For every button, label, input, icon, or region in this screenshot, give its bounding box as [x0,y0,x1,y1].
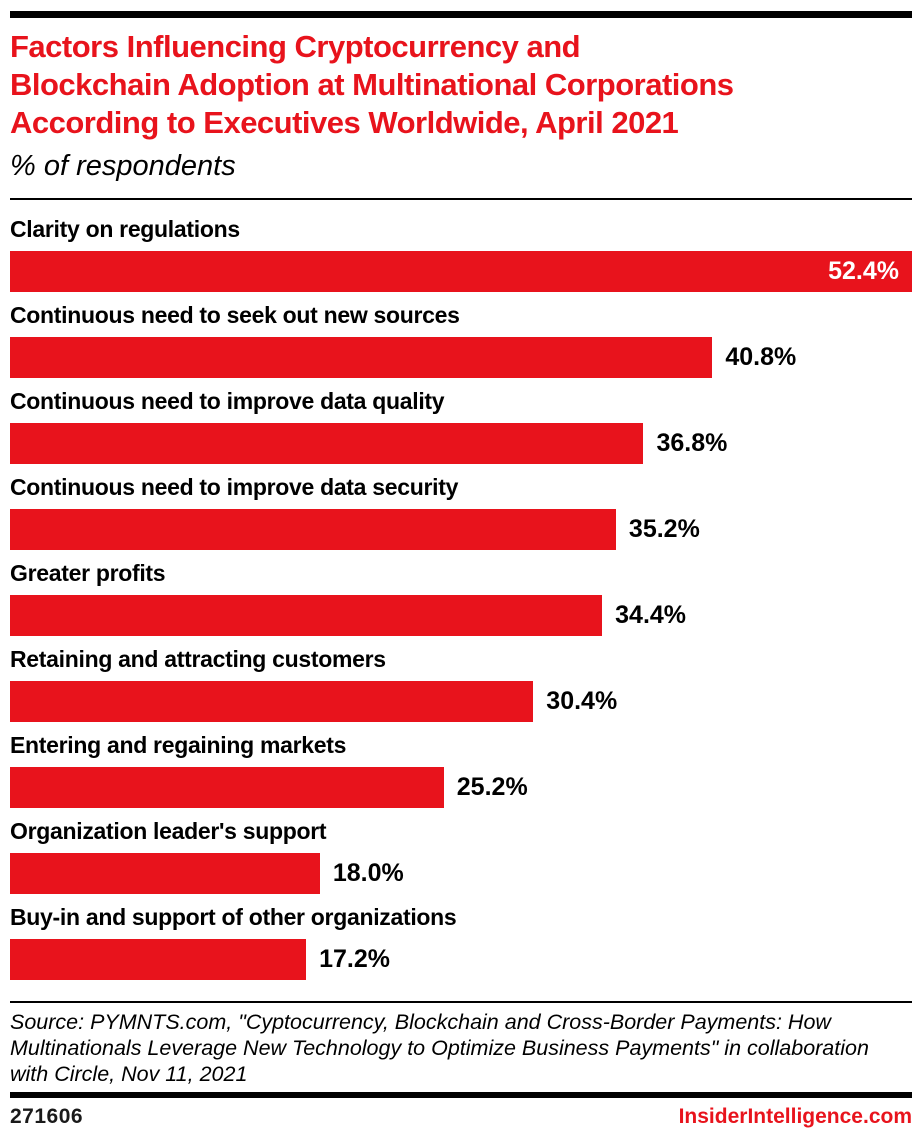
chart-title-line-2: Blockchain Adoption at Multinational Cor… [10,67,734,102]
bar-row: Continuous need to improve data security… [10,475,912,550]
bar-value: 17.2% [319,945,390,973]
bar-value: 25.2% [456,773,528,801]
bar-track: 25.2% [10,767,912,808]
bar-value: 52.4% [828,257,899,285]
bar-track: 52.4% [10,251,912,292]
bar [10,595,603,636]
bar-label: Clarity on regulations [10,216,240,242]
bar-label: Continuous need to seek out new sources [10,302,460,328]
bar-value: 40.8% [725,343,797,371]
bar-row: Greater profits 34.4% [10,561,912,636]
bar-row: Buy-in and support of other organization… [10,905,912,980]
chart-number: 271606 [10,1105,84,1128]
bar-track: 36.8% [10,423,912,464]
bar-track: 18.0% [10,853,912,894]
header-divider [10,198,912,200]
bar [10,681,534,722]
footer-divider [10,1001,912,1003]
bar-label: Retaining and attracting customers [10,646,386,672]
top-divider [10,11,912,18]
bar-label: Continuous need to improve data quality [10,388,445,414]
bar-label: Greater profits [10,560,166,586]
bar-value: 34.4% [615,601,687,629]
chart-subtitle: % of respondents [10,150,236,182]
source-note: Source: PYMNTS.com, "Cyptocurrency, Bloc… [10,1010,869,1086]
bar-value: 36.8% [656,429,728,457]
bar-label: Buy-in and support of other organization… [10,904,457,930]
bar-value: 18.0% [332,859,404,887]
chart-title-line-3: According to Executives Worldwide, April… [10,105,679,140]
bar-row: Organization leader's support 18.0% [10,819,912,894]
bar-row: Entering and regaining markets 25.2% [10,733,912,808]
bar-label: Organization leader's support [10,818,327,844]
bar [10,509,616,550]
bar: 52.4% [10,251,912,292]
bar-value: 35.2% [628,515,700,543]
bar [10,939,307,980]
bar-row: Clarity on regulations 52.4% [10,217,912,292]
bar-row: Continuous need to improve data quality 3… [10,389,912,464]
bar-row: Continuous need to seek out new sources 4… [10,303,912,378]
bar-track: 34.4% [10,595,912,636]
bar [10,767,444,808]
bar [10,423,644,464]
chart-title-line-1: Factors Influencing Cryptocurrency and [10,29,581,64]
footer-thick-divider [10,1092,912,1098]
bar-track: 40.8% [10,337,912,378]
brand-name: InsiderIntelligence.com [678,1105,912,1128]
bar-label: Continuous need to improve data security [10,474,459,500]
footer-row: 271606 InsiderIntelligence.com [10,1105,912,1129]
chart-title: Factors Influencing Cryptocurrency and B… [10,28,912,142]
bar [10,853,320,894]
bar-track: 17.2% [10,939,912,980]
bar-track: 35.2% [10,509,912,550]
bar-track: 30.4% [10,681,912,722]
bar-label: Entering and regaining markets [10,732,347,758]
bar-row: Retaining and attracting customers 30.4% [10,647,912,722]
bar [10,337,713,378]
bar-value: 30.4% [546,687,618,715]
bar-rows: Clarity on regulations 52.4% Continuous ne… [10,217,912,980]
